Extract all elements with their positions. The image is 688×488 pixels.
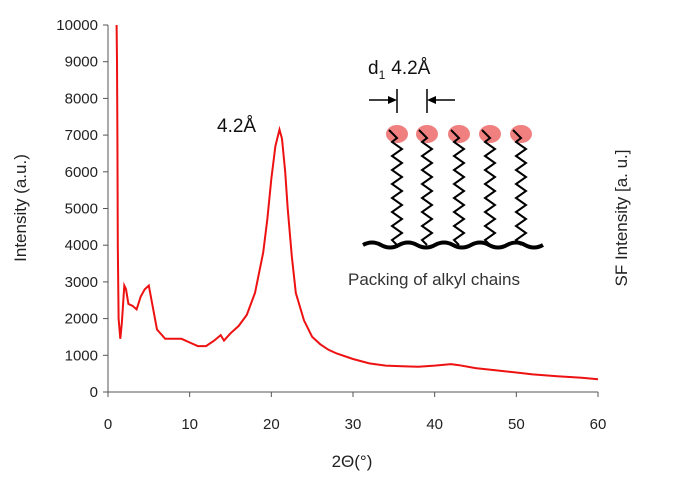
series-line xyxy=(115,25,599,381)
y-tick-label: 8000 xyxy=(65,90,98,107)
d-spacing-label: d1 4.2Å xyxy=(368,58,431,82)
y-tick-label: 3000 xyxy=(65,274,98,291)
x-tick-label: 30 xyxy=(345,416,362,433)
chain-head xyxy=(479,125,501,143)
alkyl-chain xyxy=(512,129,528,246)
alkyl-chain xyxy=(388,129,404,246)
y-tick-label: 2000 xyxy=(65,311,98,328)
alkyl-chain xyxy=(450,129,466,246)
x-tick-label: 40 xyxy=(426,416,443,433)
y-axis-title: Intensity (a.u.) xyxy=(11,154,30,262)
x-tick-label: 20 xyxy=(263,416,280,433)
y2-axis-title: SF Intensity [a. u.] xyxy=(612,149,631,286)
substrate-line xyxy=(362,240,544,250)
chain-head xyxy=(386,125,408,143)
x-tick-labels: 0 10 20 30 40 50 60 xyxy=(104,392,607,433)
alkyl-chain xyxy=(481,129,497,246)
alkyl-chain-inset: d1 4.2Å Packing of alkyl chains xyxy=(348,58,544,289)
spacing-arrows xyxy=(369,89,455,113)
y-tick-label: 1000 xyxy=(65,347,98,364)
y-tick-label: 0 xyxy=(90,384,98,401)
chain-head xyxy=(510,125,532,143)
x-tick-label: 60 xyxy=(590,416,607,433)
peak-label: 4.2Å xyxy=(217,116,256,137)
y-tick-label: 4000 xyxy=(65,237,98,254)
alkyl-chain xyxy=(418,129,434,246)
alkyl-chains xyxy=(386,125,532,246)
y-tick-label: 7000 xyxy=(65,127,98,144)
inset-caption: Packing of alkyl chains xyxy=(348,270,520,289)
x-tick-label: 0 xyxy=(104,416,112,433)
x-axis-title: 2Θ(°) xyxy=(332,452,373,471)
chain-head xyxy=(448,125,470,143)
x-tick-label: 50 xyxy=(508,416,525,433)
y-tick-label: 9000 xyxy=(65,54,98,71)
y-tick-labels: 0 1000 2000 3000 4000 5000 6000 7000 8000 9000 100… xyxy=(56,17,108,401)
x-tick-label: 10 xyxy=(181,416,198,433)
chain-head xyxy=(416,125,438,143)
y-tick-label: 5000 xyxy=(65,201,98,218)
plot-area xyxy=(107,25,598,393)
y-tick-label: 6000 xyxy=(65,164,98,181)
y-tick-label: 10000 xyxy=(56,17,98,34)
